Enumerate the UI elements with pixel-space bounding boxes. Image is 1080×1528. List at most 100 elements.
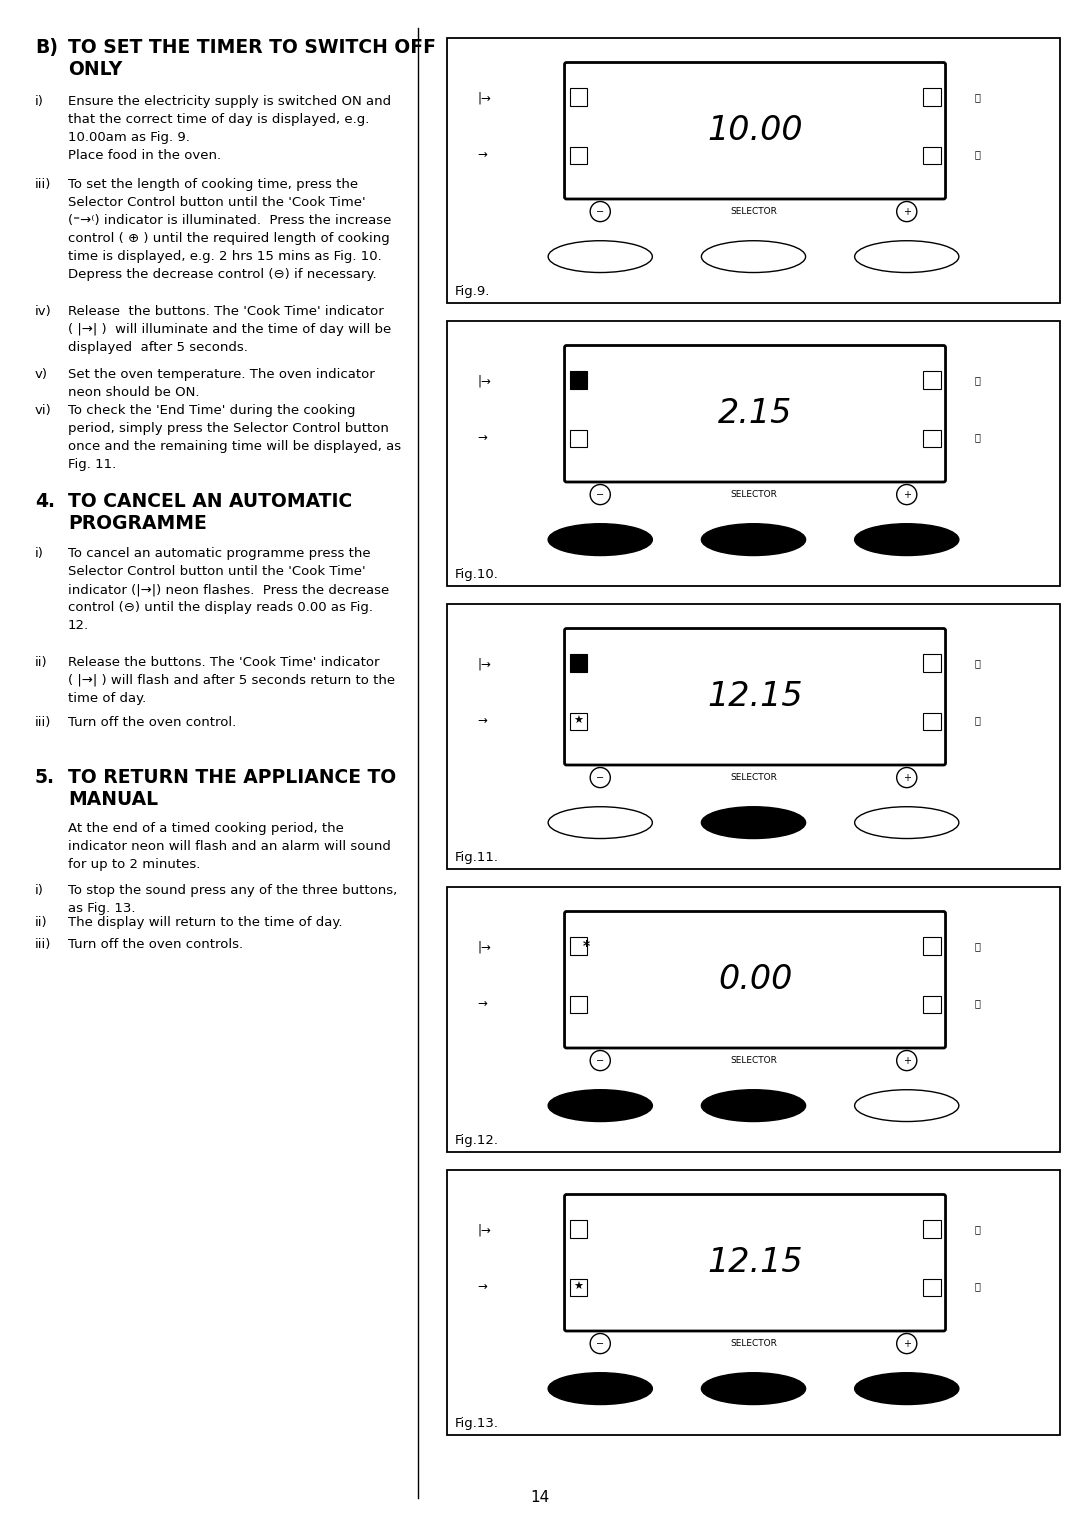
Text: 2.15: 2.15 — [718, 397, 793, 431]
Text: ⌚: ⌚ — [974, 150, 981, 159]
Bar — [923, 371, 941, 388]
Text: +: + — [903, 1339, 910, 1349]
Text: vi): vi) — [35, 403, 52, 417]
Text: Set the oven temperature. The oven indicator
neon should be ON.: Set the oven temperature. The oven indic… — [68, 368, 375, 399]
Bar — [447, 38, 1059, 303]
Text: ⌛: ⌛ — [974, 376, 981, 385]
Text: *: * — [583, 940, 591, 953]
Text: ★: ★ — [573, 717, 583, 726]
Circle shape — [896, 767, 917, 787]
Text: Turn off the oven control.: Turn off the oven control. — [68, 717, 237, 729]
Text: To check the 'End Time' during the cooking
period, simply press the Selector Con: To check the 'End Time' during the cooki… — [68, 403, 401, 471]
Text: Fig.9.: Fig.9. — [455, 284, 490, 298]
Text: SELECTOR: SELECTOR — [730, 1339, 777, 1348]
Text: The display will return to the time of day.: The display will return to the time of d… — [68, 915, 342, 929]
Bar — [923, 147, 941, 163]
Text: →: → — [477, 714, 487, 727]
Text: ⌛: ⌛ — [974, 1224, 981, 1235]
Text: At the end of a timed cooking period, the
indicator neon will flash and an alarm: At the end of a timed cooking period, th… — [68, 822, 391, 871]
Bar — [447, 886, 1059, 1152]
Text: To cancel an automatic programme press the
Selector Control button until the 'Co: To cancel an automatic programme press t… — [68, 547, 389, 633]
Bar — [569, 1279, 586, 1296]
Bar — [569, 429, 586, 446]
Bar — [569, 371, 586, 388]
Text: PROGRAMME: PROGRAMME — [68, 513, 206, 533]
Text: B): B) — [35, 38, 58, 57]
Text: ii): ii) — [35, 915, 48, 929]
Bar — [923, 429, 941, 446]
Bar — [569, 654, 586, 672]
Circle shape — [590, 767, 610, 787]
Text: 14: 14 — [530, 1490, 550, 1505]
Text: ⌚: ⌚ — [974, 715, 981, 726]
Text: +: + — [903, 773, 910, 782]
Text: 12.15: 12.15 — [707, 1247, 802, 1279]
Text: →: → — [477, 998, 487, 1010]
Bar — [569, 996, 586, 1013]
Circle shape — [896, 484, 917, 504]
Text: −: − — [596, 206, 605, 217]
Text: ⌚: ⌚ — [974, 432, 981, 443]
Bar — [923, 937, 941, 955]
Text: TO SET THE TIMER TO SWITCH OFF: TO SET THE TIMER TO SWITCH OFF — [68, 38, 436, 57]
Text: SELECTOR: SELECTOR — [730, 490, 777, 500]
Text: ⌛: ⌛ — [974, 93, 981, 102]
FancyBboxPatch shape — [565, 63, 945, 199]
Ellipse shape — [854, 241, 959, 272]
Text: +: + — [903, 206, 910, 217]
Bar — [923, 89, 941, 105]
Text: MANUAL: MANUAL — [68, 790, 158, 808]
Text: −: − — [596, 489, 605, 500]
Bar — [569, 89, 586, 105]
Text: SELECTOR: SELECTOR — [730, 773, 777, 782]
Text: iii): iii) — [35, 177, 52, 191]
FancyBboxPatch shape — [565, 1195, 945, 1331]
Text: Fig.11.: Fig.11. — [455, 851, 499, 863]
Text: Fig.13.: Fig.13. — [455, 1416, 499, 1430]
Text: |→: |→ — [477, 657, 491, 671]
Bar — [923, 712, 941, 730]
Text: −: − — [596, 1339, 605, 1349]
Text: →: → — [477, 148, 487, 160]
Text: ii): ii) — [35, 656, 48, 669]
Ellipse shape — [549, 524, 652, 556]
Text: ⌚: ⌚ — [974, 999, 981, 1008]
Text: Release  the buttons. The 'Cook Time' indicator
( |→| )  will illuminate and the: Release the buttons. The 'Cook Time' ind… — [68, 306, 391, 354]
Text: |→: |→ — [477, 1222, 491, 1236]
Ellipse shape — [701, 1372, 806, 1404]
Text: →: → — [477, 431, 487, 445]
Text: v): v) — [35, 368, 48, 380]
Text: −: − — [596, 1056, 605, 1065]
Ellipse shape — [701, 524, 806, 556]
Bar — [447, 321, 1059, 587]
Bar — [923, 1221, 941, 1238]
Bar — [569, 937, 586, 955]
Ellipse shape — [549, 1372, 652, 1404]
Text: 0.00: 0.00 — [718, 963, 793, 996]
Ellipse shape — [701, 241, 806, 272]
Text: Fig.12.: Fig.12. — [455, 1134, 499, 1146]
Bar — [447, 604, 1059, 869]
Ellipse shape — [701, 1089, 806, 1122]
Bar — [569, 1221, 586, 1238]
Text: iii): iii) — [35, 717, 52, 729]
Ellipse shape — [549, 1089, 652, 1122]
Text: Turn off the oven controls.: Turn off the oven controls. — [68, 938, 243, 950]
Circle shape — [590, 202, 610, 222]
Text: ⌛: ⌛ — [974, 659, 981, 669]
Text: ⌚: ⌚ — [974, 1282, 981, 1291]
Circle shape — [896, 1334, 917, 1354]
Circle shape — [590, 1334, 610, 1354]
Circle shape — [590, 484, 610, 504]
Text: ONLY: ONLY — [68, 60, 122, 79]
FancyBboxPatch shape — [565, 345, 945, 481]
Text: SELECTOR: SELECTOR — [730, 1056, 777, 1065]
Bar — [923, 1279, 941, 1296]
Ellipse shape — [549, 241, 652, 272]
Ellipse shape — [854, 1372, 959, 1404]
Text: To set the length of cooking time, press the
Selector Control button until the ': To set the length of cooking time, press… — [68, 177, 391, 281]
Text: Release the buttons. The 'Cook Time' indicator
( |→| ) will flash and after 5 se: Release the buttons. The 'Cook Time' ind… — [68, 656, 395, 704]
Text: SELECTOR: SELECTOR — [730, 208, 777, 215]
Text: iv): iv) — [35, 306, 52, 318]
Text: |→: |→ — [477, 92, 491, 104]
